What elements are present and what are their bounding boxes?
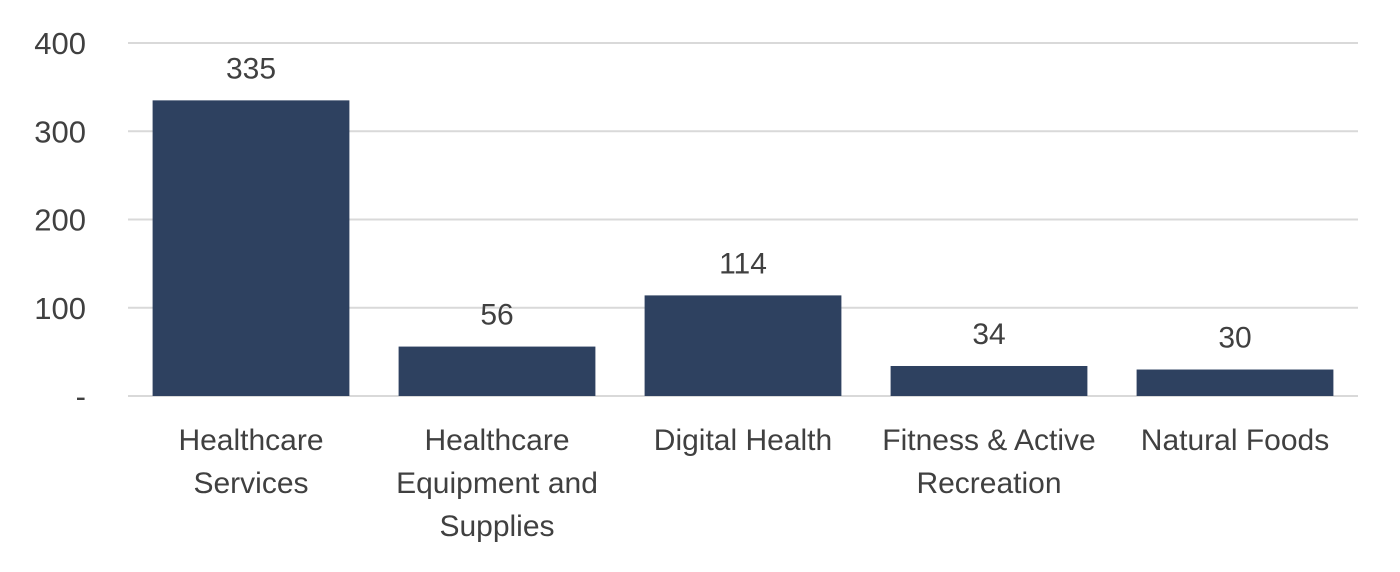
bar xyxy=(890,365,1088,396)
y-tick-label: - xyxy=(76,379,86,414)
x-category-label: Digital Health xyxy=(654,424,832,457)
x-category-label: Healthcare Services xyxy=(178,424,323,500)
bar-data-label: 335 xyxy=(226,52,276,85)
y-axis-tick-labels: - 100 200 300 400 xyxy=(34,26,86,414)
x-category-label: Fitness & Active Recreation xyxy=(882,424,1095,500)
x-category-label: Natural Foods xyxy=(1141,424,1329,457)
bar-data-label: 56 xyxy=(480,299,513,332)
y-tick-label: 100 xyxy=(34,291,86,326)
y-tick-label: 400 xyxy=(34,26,86,61)
bar-data-label: 114 xyxy=(719,247,767,280)
bar-data-label: 30 xyxy=(1218,322,1251,355)
y-tick-label: 300 xyxy=(34,114,86,149)
y-tick-label: 200 xyxy=(34,203,86,238)
bar-data-label: 34 xyxy=(972,318,1005,351)
bar xyxy=(644,295,842,396)
x-category-label: Healthcare Equipment and Supplies xyxy=(396,424,598,543)
bar xyxy=(1136,369,1334,396)
x-axis-category-labels: Healthcare Services Healthcare Equipment an… xyxy=(178,424,1329,543)
bar xyxy=(152,100,350,397)
data-labels: 335 56 114 34 30 xyxy=(226,52,1252,354)
bar xyxy=(398,346,596,396)
bars xyxy=(152,100,1334,397)
